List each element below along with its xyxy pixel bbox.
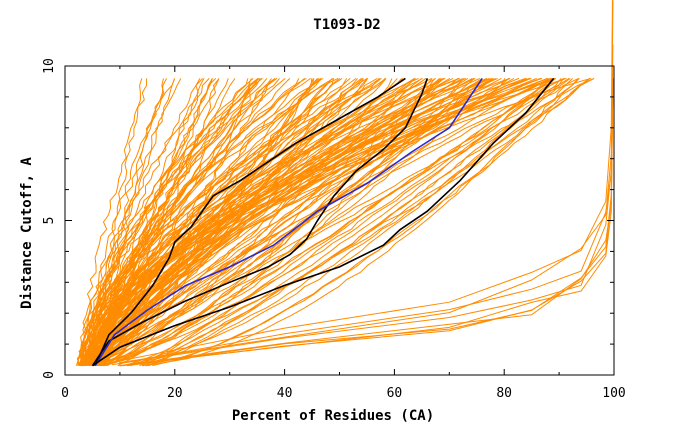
x-tick-label-2: 40	[277, 386, 293, 401]
model-curve-118	[106, 77, 493, 367]
model-curve-42	[93, 78, 459, 366]
model-curve-74	[100, 78, 494, 367]
model-curve-108	[90, 77, 443, 367]
model-curve-25	[102, 77, 445, 367]
model-curve-135	[80, 77, 483, 367]
x-tick-label-3: 60	[387, 386, 403, 401]
model-curve-61	[94, 78, 440, 367]
model-curve-47	[88, 78, 557, 367]
highlight-curve-3	[92, 77, 555, 367]
chart-title: T1093-D2	[313, 17, 380, 33]
y-tick-label-0: 0	[42, 371, 57, 379]
y-tick-label-2: 10	[42, 58, 57, 74]
highlight-curve-2	[94, 77, 483, 367]
model-curve-145	[96, 77, 311, 366]
model-curve-128	[86, 77, 548, 366]
model-curve-168	[118, 0, 614, 364]
model-curve-75	[88, 78, 291, 366]
model-curve-157	[124, 77, 554, 367]
model-curve-131	[85, 78, 259, 366]
model-curve-149	[97, 78, 272, 366]
x-tick-label-0: 0	[61, 386, 69, 401]
model-curve-136	[85, 78, 333, 367]
model-curve-80	[83, 77, 474, 367]
model-curve-159	[148, 77, 555, 367]
model-curve-166	[116, 0, 613, 363]
model-curve-161	[141, 78, 579, 367]
model-curve-141	[100, 77, 494, 366]
x-tick-label-1: 20	[167, 386, 183, 401]
model-curve-158	[130, 78, 564, 367]
x-axis-label: Percent of Residues (CA)	[232, 408, 434, 424]
model-curve-154	[146, 77, 571, 367]
x-tick-label-5: 100	[602, 386, 625, 401]
x-tick-labels: 0 20 40 60 80 100	[61, 386, 626, 401]
model-curve-147	[97, 77, 419, 366]
model-curve-152	[152, 77, 591, 367]
highlight-curve-1	[91, 78, 429, 367]
model-curve-165	[122, 78, 614, 367]
model-curve-112	[98, 77, 541, 366]
model-curve-156	[120, 78, 562, 367]
axis-ticks	[64, 65, 615, 376]
model-curve-26	[79, 78, 201, 366]
model-curve-97	[97, 77, 454, 366]
model-curve-86	[79, 78, 148, 366]
model-curve-6	[79, 78, 210, 366]
model-curve-99	[88, 78, 261, 367]
series-bundle	[75, 0, 614, 367]
x-tick-label-4: 80	[496, 386, 512, 401]
model-curve-151	[142, 78, 580, 367]
model-curve-148	[88, 78, 364, 366]
model-curve-103	[100, 77, 532, 366]
highlight-curve-0	[94, 77, 406, 367]
highlight-series	[91, 77, 555, 367]
y-axis-label: Distance Cutoff, A	[19, 157, 35, 309]
model-curve-130	[80, 77, 339, 366]
model-curve-129	[83, 78, 260, 366]
model-curve-150	[145, 78, 573, 367]
model-curve-144	[82, 78, 404, 366]
y-tick-labels: 0 5 10	[42, 58, 57, 379]
model-curve-134	[98, 78, 416, 366]
model-curve-139	[89, 78, 143, 366]
y-tick-label-1: 5	[42, 217, 57, 225]
model-curve-116	[84, 77, 263, 366]
model-curve-160	[139, 77, 591, 367]
model-curve-101	[90, 77, 278, 366]
model-curve-93	[85, 78, 333, 367]
model-curve-169	[111, 44, 614, 366]
model-curve-140	[97, 78, 509, 367]
model-curve-142	[93, 77, 520, 366]
model-curve-35	[102, 78, 369, 366]
model-curve-123	[103, 78, 475, 367]
